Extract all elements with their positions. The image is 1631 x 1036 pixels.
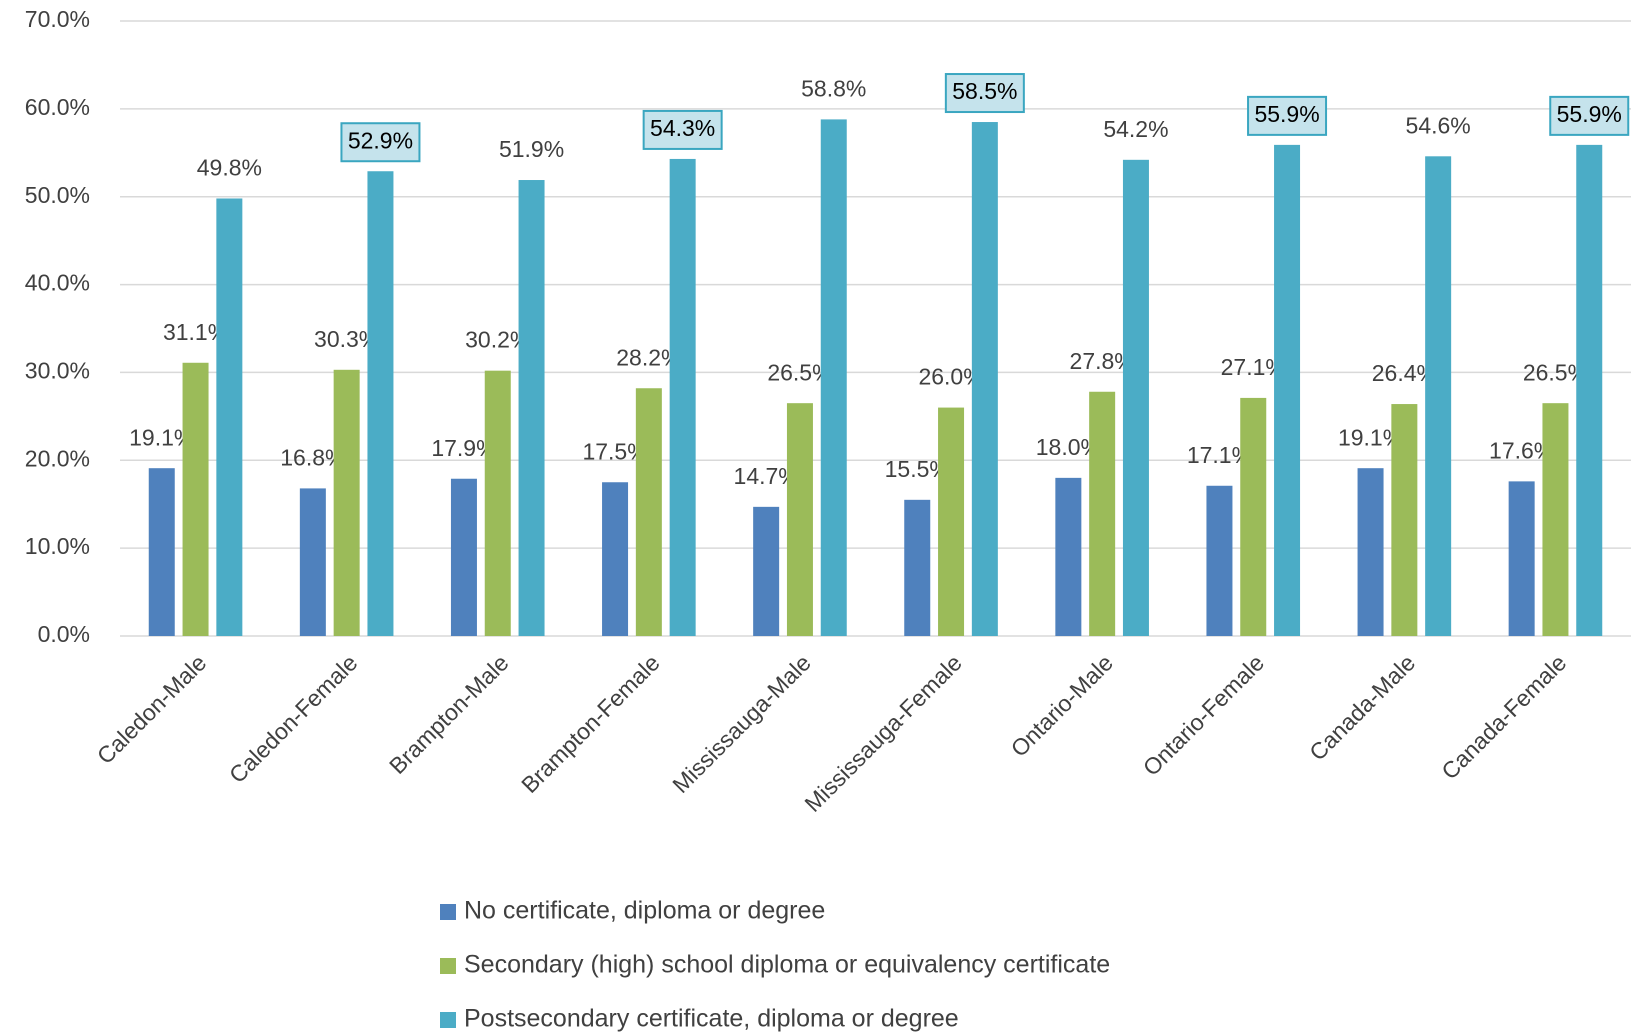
bar <box>299 488 326 636</box>
value-label: 49.8% <box>197 155 262 181</box>
bar <box>1089 391 1116 636</box>
x-tick-label: Brampton-Male <box>384 649 514 779</box>
value-label: 54.6% <box>1406 112 1471 138</box>
x-tick-label: Ontario-Male <box>1006 649 1118 761</box>
x-tick-label: Brampton-Female <box>516 649 665 798</box>
value-label: 58.5% <box>952 78 1017 104</box>
bar <box>367 171 394 636</box>
bar <box>1274 144 1301 636</box>
value-label: 52.9% <box>348 127 413 153</box>
bar <box>216 198 243 636</box>
bar <box>904 499 931 636</box>
bar <box>1542 403 1569 636</box>
x-tick-label: Ontario-Female <box>1138 649 1269 780</box>
bar <box>1391 404 1418 636</box>
y-tick-label: 70.0% <box>25 6 90 32</box>
bar <box>1425 156 1452 637</box>
bar <box>786 403 813 636</box>
bar <box>1055 477 1082 636</box>
y-tick-label: 40.0% <box>25 270 90 296</box>
y-tick-label: 20.0% <box>25 445 90 471</box>
legend-label: Secondary (high) school diploma or equiv… <box>464 951 1110 979</box>
value-label-box <box>1549 95 1630 136</box>
bar <box>753 506 780 636</box>
value-label-box <box>1247 95 1328 136</box>
bar <box>1576 144 1603 636</box>
value-label-box <box>340 122 421 163</box>
legend-swatch <box>440 1012 456 1028</box>
legend-swatch <box>440 904 456 920</box>
x-tick-label: Canada-Female <box>1436 649 1571 784</box>
bar <box>484 370 511 636</box>
bar <box>938 407 965 636</box>
value-label: 55.9% <box>1254 101 1319 127</box>
value-label: 54.3% <box>650 115 715 141</box>
x-tick-label: Mississauga-Female <box>799 649 967 817</box>
y-tick-label: 30.0% <box>25 358 90 384</box>
value-label: 58.8% <box>801 75 866 101</box>
bar <box>148 468 175 636</box>
legend-swatch <box>440 958 456 974</box>
y-tick-label: 60.0% <box>25 94 90 120</box>
value-label: 51.9% <box>499 136 564 162</box>
value-label: 55.9% <box>1557 101 1622 127</box>
bar <box>1206 485 1233 636</box>
bar <box>669 158 696 636</box>
bar <box>1508 481 1535 636</box>
legend-label: No certificate, diploma or degree <box>464 897 825 925</box>
bar <box>820 119 847 636</box>
y-tick-label: 0.0% <box>38 621 90 647</box>
value-label: 54.2% <box>1103 116 1168 142</box>
bar <box>1357 468 1384 636</box>
x-tick-label: Caledon-Male <box>92 649 212 769</box>
y-tick-label: 50.0% <box>25 182 90 208</box>
bar <box>602 482 629 636</box>
value-label-box <box>944 73 1025 114</box>
bar <box>1240 397 1267 636</box>
legend-label: Postsecondary certificate, diploma or de… <box>464 1005 959 1033</box>
bar <box>333 369 360 636</box>
bar <box>635 388 662 636</box>
x-tick-label: Caledon-Female <box>224 649 363 788</box>
bar <box>518 180 545 636</box>
bar <box>182 362 209 636</box>
x-tick-label: Mississauga-Male <box>667 649 816 798</box>
bar <box>971 122 998 637</box>
bar <box>450 478 477 636</box>
x-tick-label: Canada-Male <box>1304 649 1420 765</box>
y-tick-label: 10.0% <box>25 533 90 559</box>
bar <box>1122 159 1149 637</box>
value-label-box <box>642 109 723 150</box>
